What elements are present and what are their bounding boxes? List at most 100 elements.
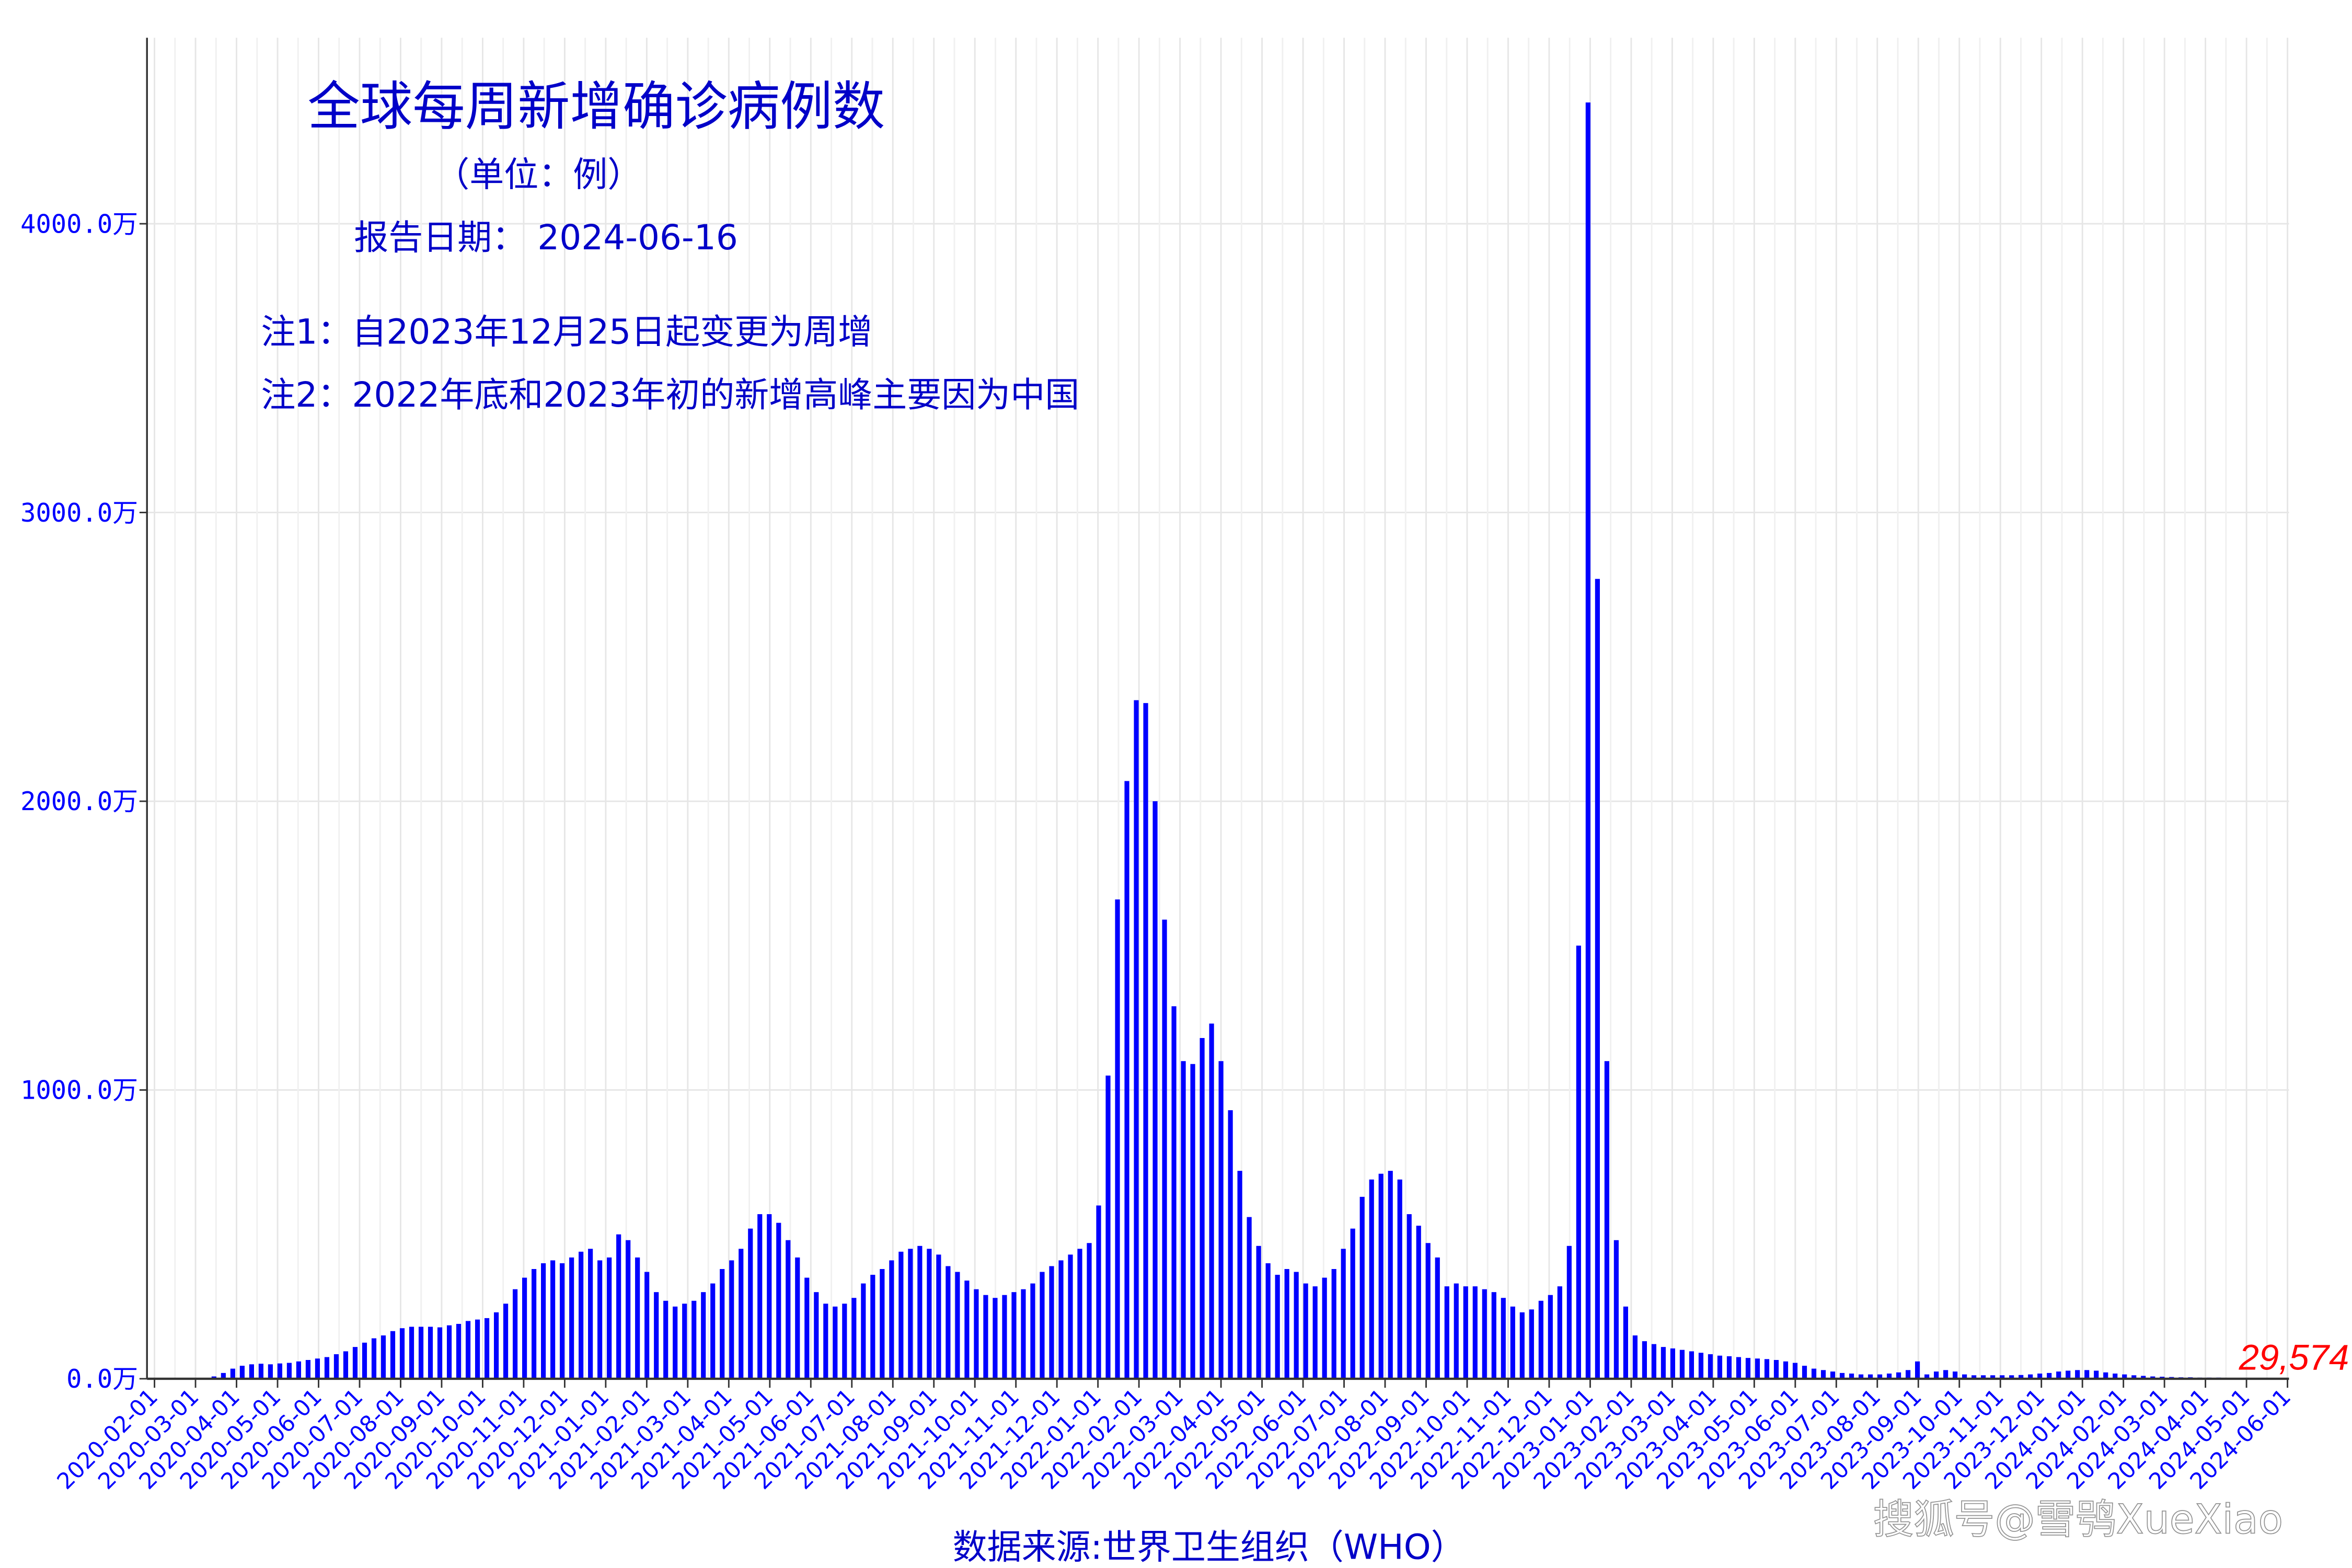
bar (1369, 1179, 1374, 1379)
bar (258, 1364, 264, 1379)
bar (1134, 700, 1139, 1379)
bar (1689, 1351, 1694, 1379)
bar (1068, 1254, 1073, 1379)
bar (2141, 1376, 2146, 1379)
y-tick-label: 0.0万 (66, 1364, 138, 1394)
bar (1792, 1363, 1798, 1379)
bar (1058, 1260, 1064, 1379)
bar (720, 1269, 725, 1379)
bar (513, 1289, 518, 1379)
note-1: 注1：自2023年12月25日起变更为周增 (261, 312, 872, 352)
bar (729, 1260, 734, 1379)
bar (579, 1251, 584, 1379)
y-tick-label: 2000.0万 (20, 787, 138, 816)
note-2: 注2：2022年底和2023年初的新增高峰主要因为中国 (261, 375, 1079, 415)
x-axis-label: 数据来源:世界卫生组织（WHO） (953, 1527, 1466, 1567)
bar (1726, 1356, 1732, 1379)
bar (371, 1338, 377, 1379)
bar (399, 1328, 405, 1379)
bar (1896, 1372, 1901, 1379)
bar (1717, 1355, 1723, 1379)
bar (1463, 1286, 1468, 1379)
bar (607, 1257, 612, 1379)
bar (626, 1240, 631, 1379)
bar (1867, 1374, 1873, 1379)
bar (522, 1277, 527, 1379)
bar (870, 1275, 875, 1379)
bar (1642, 1341, 1647, 1379)
bar (1435, 1257, 1440, 1379)
bar (1454, 1283, 1459, 1379)
bar (1209, 1023, 1214, 1379)
bar (898, 1251, 904, 1379)
bar (1849, 1373, 1854, 1379)
bar (1943, 1370, 1949, 1379)
bar (946, 1266, 951, 1379)
bar (1708, 1354, 1713, 1379)
bar (1359, 1196, 1365, 1379)
bar (475, 1319, 480, 1379)
bar (833, 1306, 838, 1379)
bar (1877, 1374, 1883, 1379)
bar (1576, 946, 1581, 1379)
bar (1228, 1110, 1233, 1379)
bar (1811, 1368, 1817, 1379)
bar (974, 1289, 979, 1379)
bar (851, 1298, 857, 1379)
bar (456, 1323, 462, 1379)
bar (964, 1281, 970, 1379)
bar (1623, 1306, 1628, 1379)
bar (682, 1304, 687, 1379)
bar (767, 1214, 772, 1379)
bar (1275, 1275, 1280, 1379)
bar (1651, 1344, 1656, 1379)
unit-label: （单位：例） (435, 154, 642, 194)
bar (239, 1366, 245, 1379)
bar (1256, 1246, 1261, 1379)
bar (2122, 1374, 2127, 1379)
bar (333, 1354, 339, 1379)
bar (701, 1292, 706, 1379)
y-tick-label: 1000.0万 (20, 1076, 138, 1105)
bar (560, 1263, 565, 1379)
bar (889, 1260, 894, 1379)
bar (1595, 579, 1600, 1379)
bar (1773, 1360, 1779, 1379)
bar (362, 1342, 367, 1379)
report-date: 报告日期： 2024-06-16 (354, 217, 738, 258)
bar (2066, 1370, 2071, 1379)
bar (1679, 1350, 1685, 1379)
bar (390, 1331, 396, 1379)
bar (1698, 1353, 1704, 1379)
bar (1566, 1246, 1572, 1379)
bar (550, 1260, 556, 1379)
bar (1491, 1292, 1496, 1379)
bar (748, 1228, 753, 1379)
bar (1171, 1006, 1177, 1379)
bar (1764, 1359, 1770, 1379)
bar (1115, 899, 1120, 1379)
grid (147, 38, 2289, 1380)
bar (861, 1283, 866, 1379)
watermark: 搜狐号@雪鸮XueXiao (1873, 1496, 2283, 1543)
bar (1886, 1373, 1892, 1379)
bar (1406, 1214, 1412, 1379)
bar (1294, 1272, 1299, 1379)
bar (2037, 1373, 2043, 1379)
bar (1924, 1374, 1930, 1379)
bar (1388, 1171, 1393, 1379)
bar (1755, 1358, 1760, 1379)
bar (1953, 1371, 1958, 1379)
bar (1265, 1263, 1271, 1379)
bar (249, 1364, 254, 1379)
bar (211, 1376, 216, 1379)
bar (1378, 1173, 1383, 1379)
bar (428, 1327, 433, 1379)
bar (1613, 1240, 1619, 1379)
bar (2009, 1375, 2014, 1379)
bar (1632, 1335, 1638, 1379)
bar (1548, 1295, 1553, 1379)
bar (1096, 1205, 1101, 1379)
bar (277, 1363, 283, 1379)
bar (1736, 1357, 1742, 1379)
